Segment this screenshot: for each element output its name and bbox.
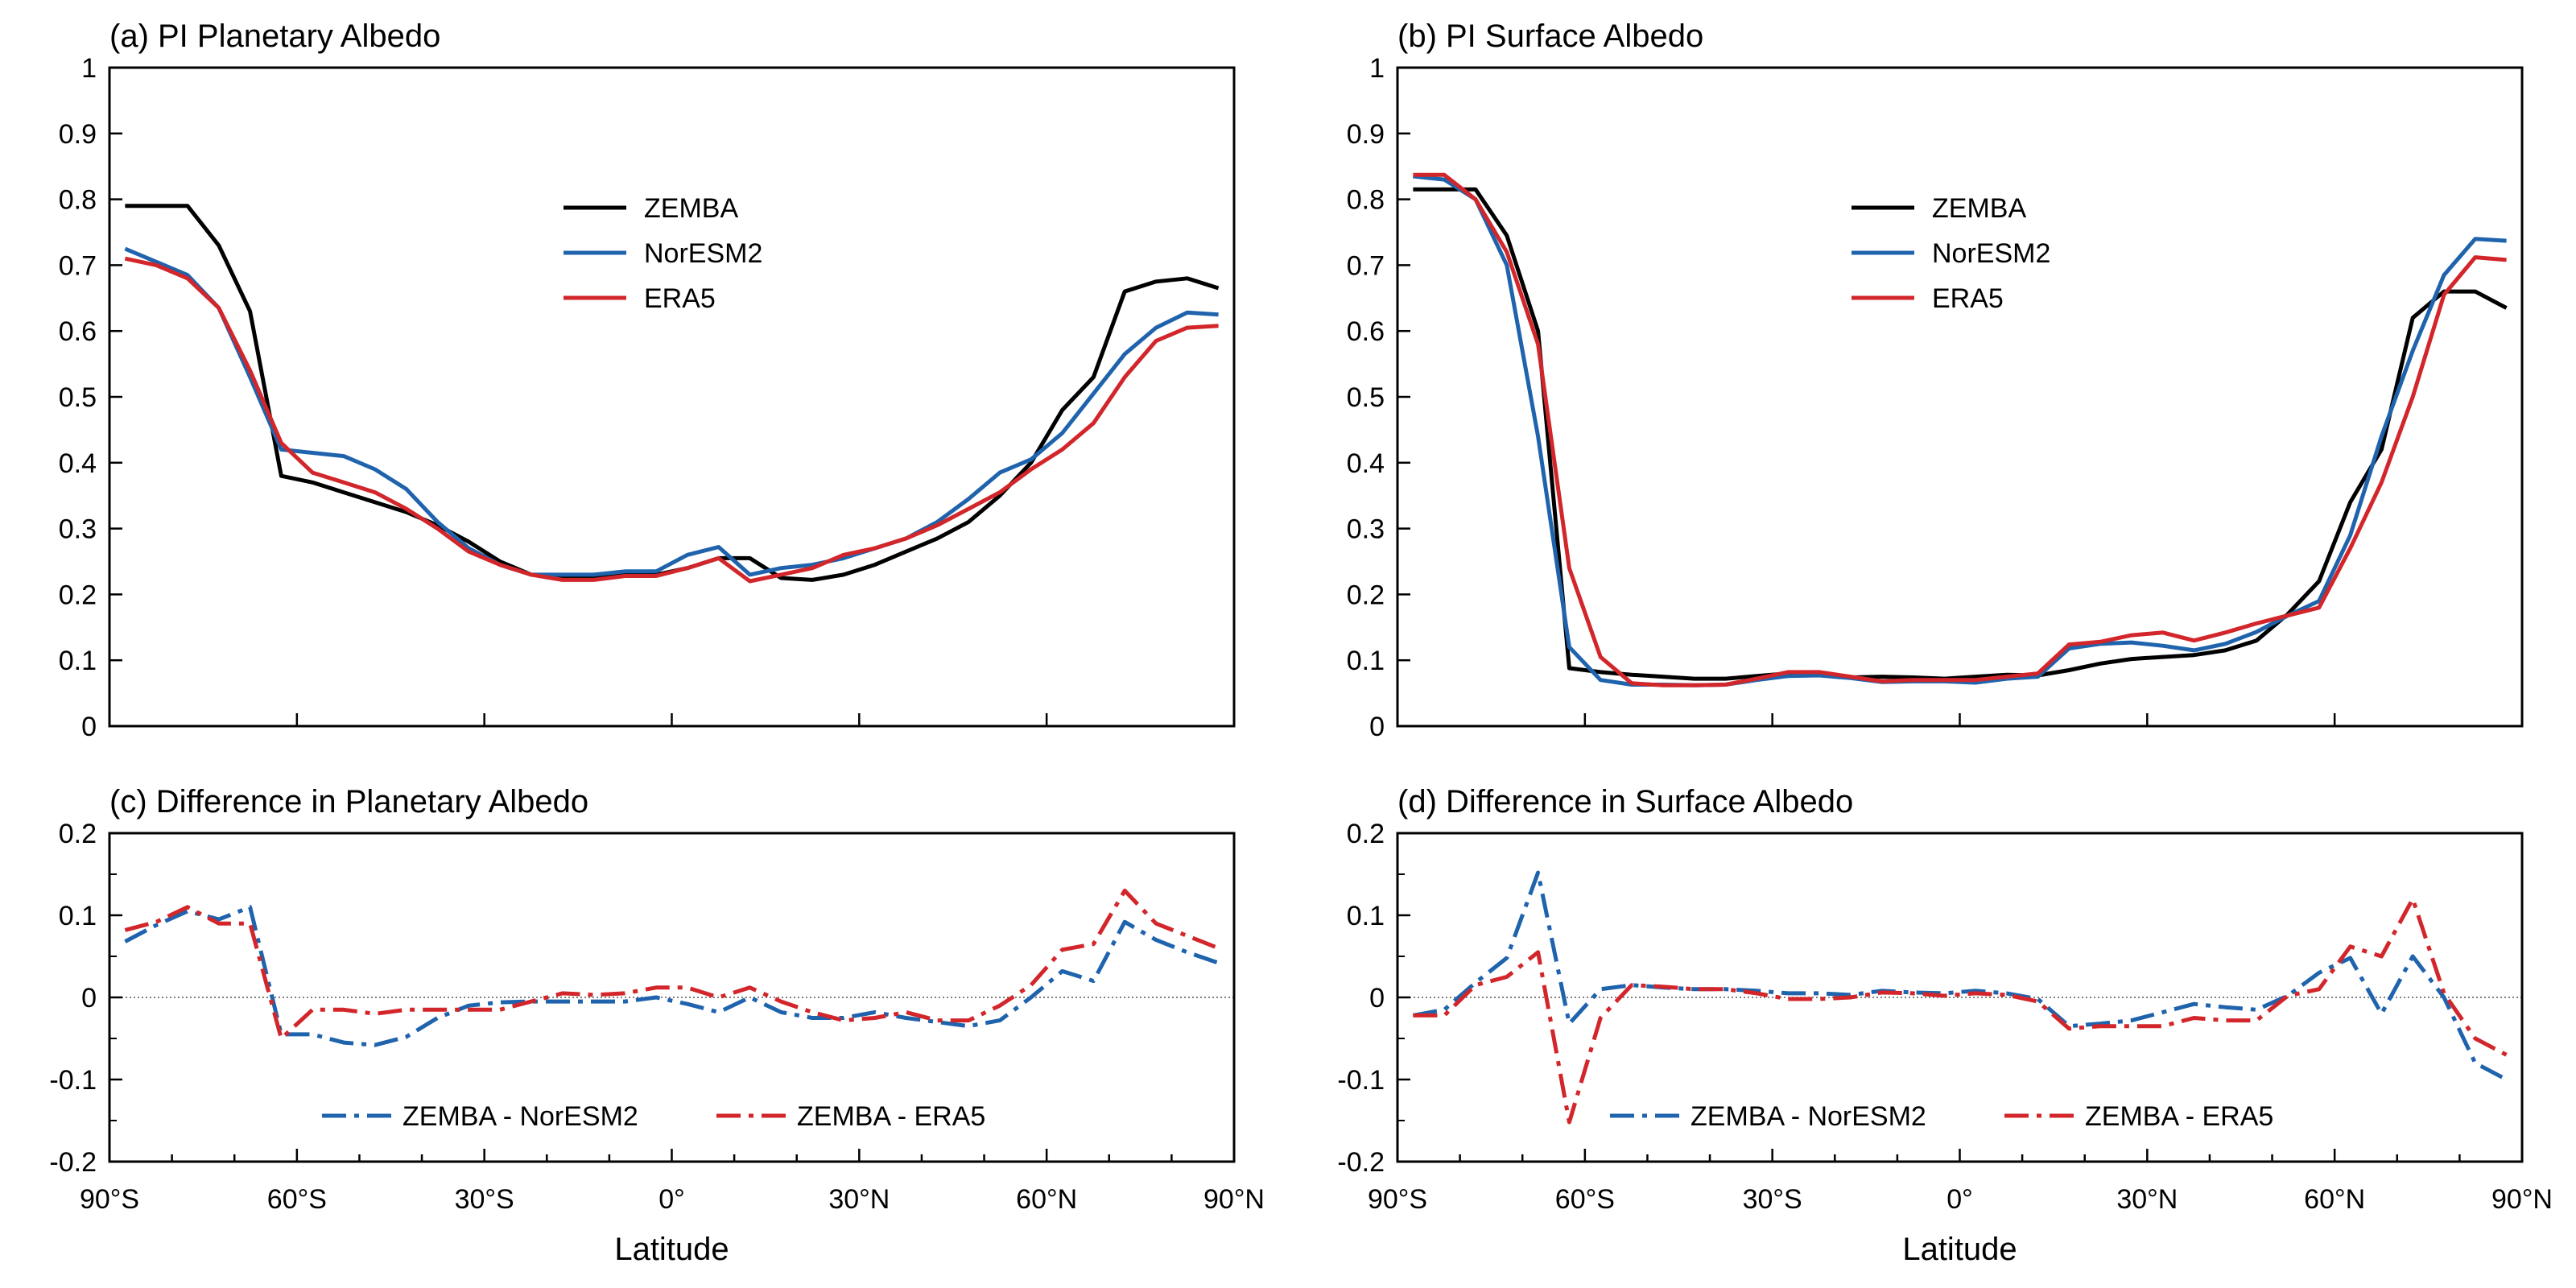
legend-label: ZEMBA - ERA5 (797, 1101, 985, 1132)
legend-label: ERA5 (644, 283, 716, 314)
legend-label: ZEMBA - NorESM2 (402, 1101, 638, 1132)
x-tick-label: 90°S (80, 1184, 139, 1215)
x-tick-label: 0° (1946, 1184, 1973, 1215)
x-tick-label: 30°N (828, 1184, 890, 1215)
series-line-zemba (1413, 187, 2508, 681)
series-line-zemba-noresm2 (124, 905, 1220, 1047)
y-tick-label: 0.7 (1347, 250, 1385, 281)
panel-d-title: (d) Difference in Surface Albedo (1397, 784, 1853, 819)
y-tick-label: 1 (1369, 53, 1385, 84)
legend: ZEMBA NorESM2 ERA5 (564, 193, 762, 314)
y-tick-label: 0.9 (1347, 119, 1385, 150)
x-axis-label: Latitude (614, 1232, 729, 1267)
panel-b: (b) PI Surface Albedo 0 0.1 0.2 0.3 0.4 0.5 0.6… (1347, 19, 2524, 742)
x-tick-label: 90°N (2491, 1184, 2553, 1215)
legend: ZEMBA - NorESM2 ZEMBA - ERA5 (1610, 1101, 2273, 1132)
legend-label: ERA5 (1932, 283, 2004, 314)
y-tick-label: 0.1 (1347, 901, 1385, 931)
y-tick-label: 0.2 (1347, 580, 1385, 610)
y-tick-label: 0.3 (1347, 514, 1385, 545)
x-tick-label: 30°N (2116, 1184, 2178, 1215)
y-tick-label: 0.6 (1347, 316, 1385, 347)
x-tick-label: 60°N (1016, 1184, 1077, 1215)
panel-b-title: (b) PI Surface Albedo (1397, 19, 1703, 54)
legend-label: ZEMBA - NorESM2 (1690, 1101, 1926, 1132)
plot-frame (108, 832, 1236, 1163)
panel-a-title: (a) PI Planetary Albedo (109, 19, 440, 54)
y-tick-label: 0.2 (59, 580, 97, 610)
y-tick-label: 0.9 (59, 119, 97, 150)
y-tick-label: 0.8 (59, 185, 97, 216)
legend-label: NorESM2 (1932, 238, 2050, 269)
panel-c: (c) Difference in Planetary Albedo -0.2 -0… (49, 784, 1265, 1267)
y-tick-label: 0.8 (1347, 185, 1385, 216)
y-tick-label: 0.1 (59, 901, 97, 931)
x-tick-label: 30°S (455, 1184, 514, 1215)
y-tick-label: 0.4 (59, 448, 97, 479)
y-tick-label: 0 (1369, 712, 1385, 742)
y-tick-label: 1 (81, 53, 97, 84)
y-tick-label: 0.5 (59, 382, 97, 413)
y-tick-label: 0.4 (1347, 448, 1385, 479)
legend-label: NorESM2 (644, 238, 762, 269)
plot-frame (108, 66, 1236, 728)
y-tick-label: 0 (81, 712, 97, 742)
legend-label: ZEMBA - ERA5 (2085, 1101, 2273, 1132)
x-tick-label: 90°N (1203, 1184, 1265, 1215)
x-tick-label: 0° (658, 1184, 685, 1215)
series-line-zemba-era5 (1413, 897, 2508, 1125)
y-tick-label: 0.3 (59, 514, 97, 545)
series-line-era5 (1413, 172, 2507, 687)
x-axis-label: Latitude (1902, 1232, 2017, 1267)
y-tick-label: 0.5 (1347, 382, 1385, 413)
series-line-era5 (124, 256, 1219, 584)
y-tick-label: -0.1 (49, 1065, 97, 1096)
legend-label: ZEMBA (644, 193, 738, 224)
series-line-zemba-era5 (124, 888, 1220, 1041)
panel-a: (a) PI Planetary Albedo 0 0.1 0.2 0.3 0.4 0.5 0… (59, 19, 1236, 742)
legend: ZEMBA NorESM2 ERA5 (1852, 193, 2050, 314)
y-tick-label: 0 (81, 983, 97, 1013)
x-tick-label: 60°S (1555, 1184, 1615, 1215)
x-tick-label: 90°S (1368, 1184, 1427, 1215)
y-tick-label: -0.2 (49, 1147, 97, 1178)
y-tick-label: 0.1 (59, 646, 97, 676)
series-line-zemba-noresm2 (1412, 870, 2508, 1082)
y-tick-label: 0.7 (59, 250, 97, 281)
y-tick-label: -0.2 (1337, 1147, 1385, 1178)
y-tick-label: 0.6 (59, 316, 97, 347)
panel-c-title: (c) Difference in Planetary Albedo (109, 784, 588, 819)
x-tick-label: 30°S (1743, 1184, 1802, 1215)
legend-label: ZEMBA (1932, 193, 2026, 224)
plot-frame (1396, 832, 2524, 1163)
panel-d: (d) Difference in Surface Albedo -0.2 -0.1… (1337, 784, 2553, 1267)
y-tick-label: 0 (1369, 983, 1385, 1013)
y-tick-label: -0.1 (1337, 1065, 1385, 1096)
y-tick-label: 0.1 (1347, 646, 1385, 676)
legend: ZEMBA - NorESM2 ZEMBA - ERA5 (322, 1101, 985, 1132)
series-line-noresm2 (124, 246, 1219, 577)
x-tick-label: 60°N (2304, 1184, 2365, 1215)
y-tick-label: 0.2 (59, 819, 97, 849)
y-tick-label: 0.2 (1347, 819, 1385, 849)
x-tick-label: 60°S (267, 1184, 327, 1215)
plot-frame (1396, 66, 2524, 728)
